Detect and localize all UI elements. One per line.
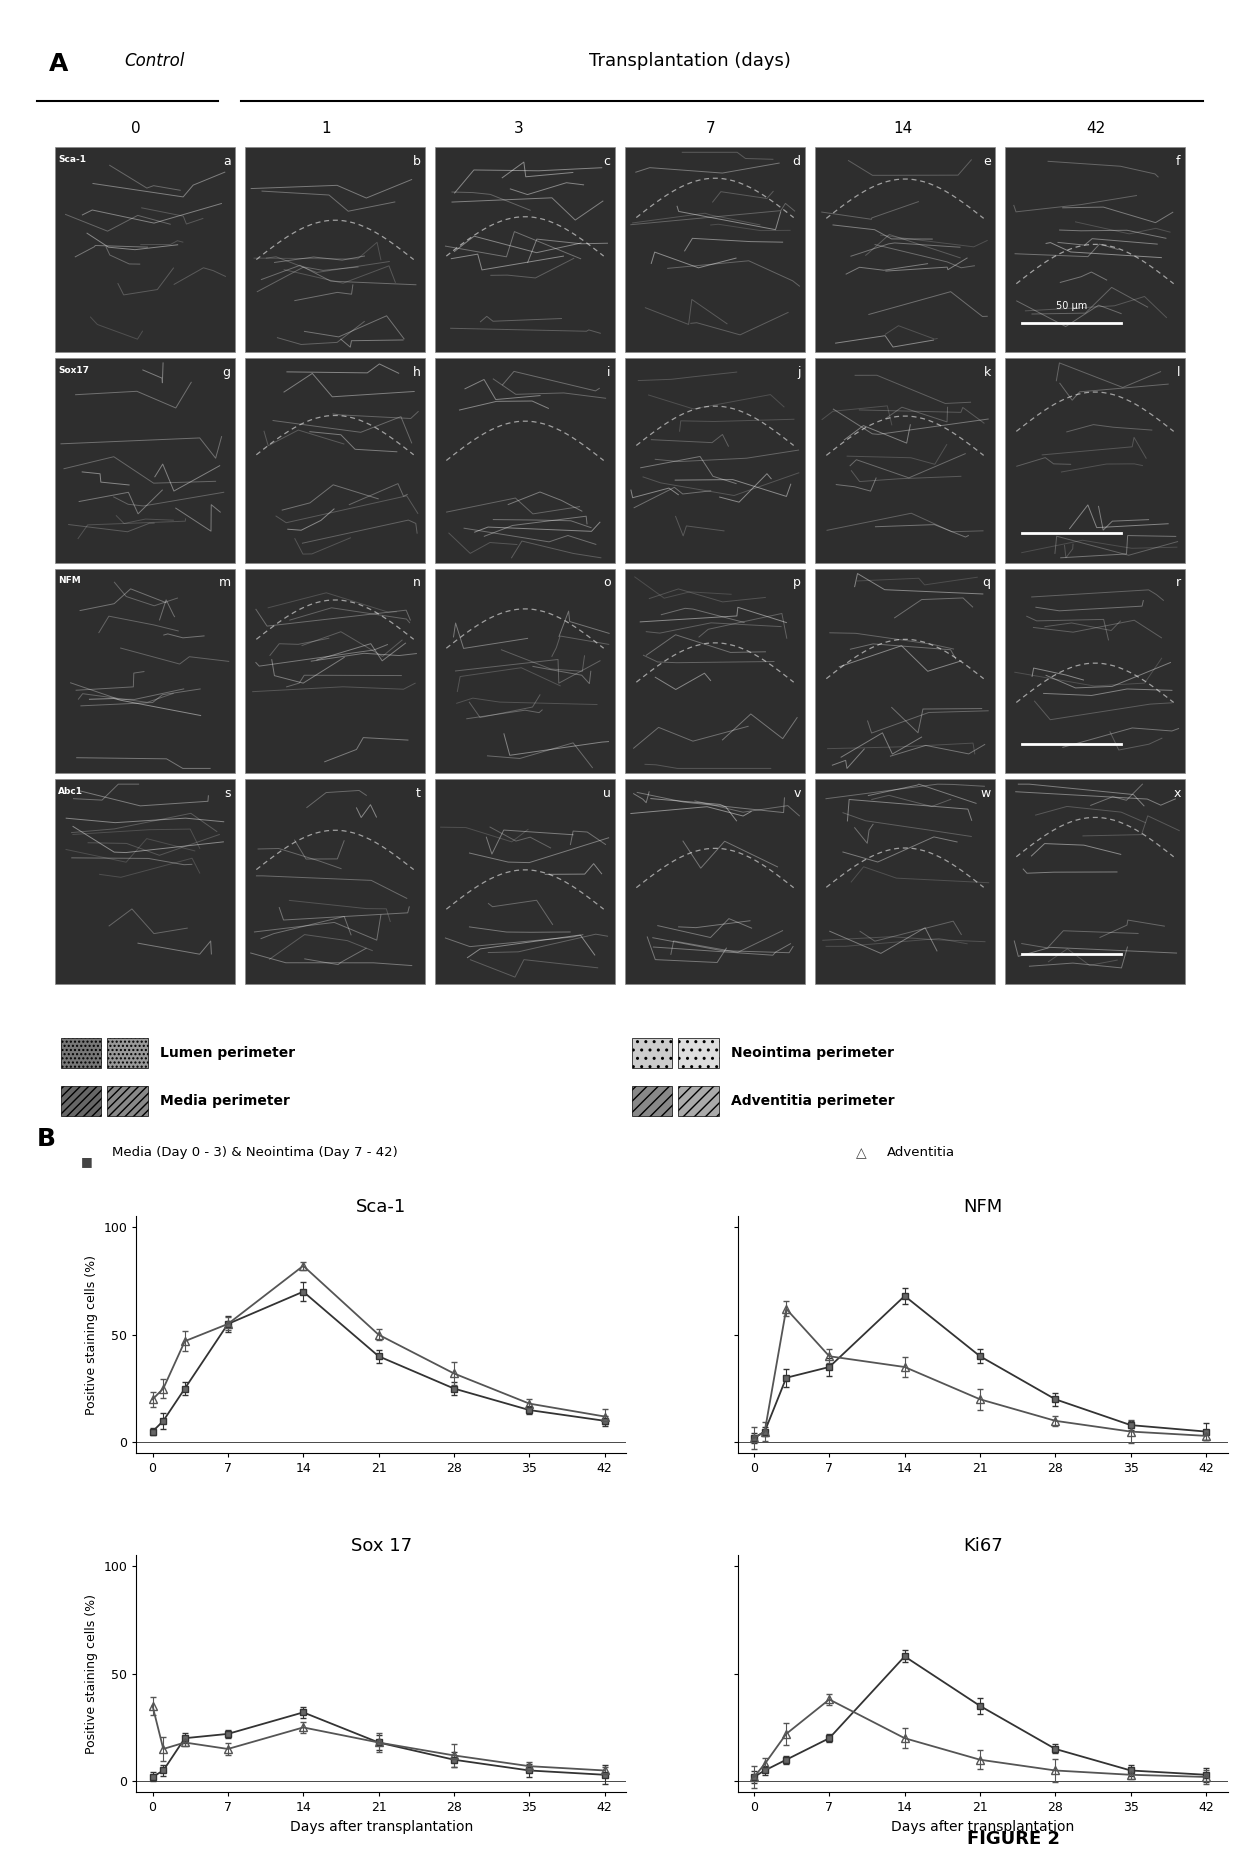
Text: 42: 42 [1086,121,1105,136]
Text: i: i [608,366,610,379]
Text: B: B [37,1127,56,1151]
Bar [61,1038,102,1068]
Bar [55,147,236,353]
Text: FIGURE 2: FIGURE 2 [967,1829,1060,1848]
Bar [435,147,615,353]
Text: m: m [218,576,231,589]
Text: Adventitia perimeter: Adventitia perimeter [730,1094,894,1109]
Text: 7: 7 [706,121,715,136]
Bar [435,568,615,773]
Text: r: r [1176,576,1180,589]
Text: NFM: NFM [58,576,81,585]
Y-axis label: Positive staining cells (%): Positive staining cells (%) [86,1255,98,1415]
Bar [244,147,425,353]
Text: l: l [1177,366,1180,379]
Text: Media perimeter: Media perimeter [160,1094,289,1109]
Bar [435,358,615,563]
Bar [625,568,805,773]
Text: 50 μm: 50 μm [1056,301,1087,310]
Bar [107,1038,148,1068]
Text: p: p [792,576,801,589]
Text: ■: ■ [81,1155,92,1168]
Text: Media (Day 0 - 3) & Neointima (Day 7 - 42): Media (Day 0 - 3) & Neointima (Day 7 - 4… [112,1146,397,1159]
Text: Sox17: Sox17 [58,366,89,375]
Bar [1004,780,1185,984]
Text: 14: 14 [894,121,913,136]
Bar [631,1086,672,1116]
Bar [815,780,996,984]
Bar [1004,147,1185,353]
Text: u: u [603,787,610,800]
Text: 3: 3 [513,121,523,136]
Text: A: A [48,52,68,76]
Title: Ki67: Ki67 [962,1538,1003,1554]
X-axis label: Days after transplantation: Days after transplantation [892,1820,1074,1833]
Bar [1004,568,1185,773]
Bar [55,780,236,984]
Text: h: h [413,366,420,379]
Bar [107,1086,148,1116]
Text: Lumen perimeter: Lumen perimeter [160,1045,295,1060]
Bar [815,147,996,353]
Bar [244,358,425,563]
Text: 1: 1 [321,121,331,136]
Bar [815,568,996,773]
Bar [678,1086,719,1116]
Text: Abc1: Abc1 [58,787,83,797]
Bar [435,780,615,984]
Text: Control: Control [124,52,185,71]
Text: j: j [797,366,801,379]
Bar [55,568,236,773]
Text: w: w [981,787,991,800]
Text: d: d [792,156,801,169]
Bar [678,1038,719,1068]
Text: △: △ [856,1146,867,1161]
Bar [631,1038,672,1068]
Text: c: c [604,156,610,169]
Text: a: a [223,156,231,169]
Title: NFM: NFM [963,1198,1002,1216]
Bar [244,780,425,984]
Bar [244,568,425,773]
Text: g: g [223,366,231,379]
Text: k: k [983,366,991,379]
Bar [55,358,236,563]
Text: Sca-1: Sca-1 [58,156,87,163]
Text: b: b [413,156,420,169]
Y-axis label: Positive staining cells (%): Positive staining cells (%) [86,1593,98,1753]
Text: t: t [415,787,420,800]
Text: o: o [603,576,610,589]
Bar [625,147,805,353]
Text: 0: 0 [131,121,141,136]
Bar [625,780,805,984]
Text: x: x [1173,787,1180,800]
Title: Sca-1: Sca-1 [356,1198,407,1216]
Text: Transplantation (days): Transplantation (days) [589,52,791,71]
Text: e: e [983,156,991,169]
Text: Adventitia: Adventitia [887,1146,955,1159]
Text: v: v [794,787,801,800]
Bar [1004,358,1185,563]
Text: s: s [224,787,231,800]
Text: n: n [413,576,420,589]
Bar [61,1086,102,1116]
Text: q: q [982,576,991,589]
Text: Neointima perimeter: Neointima perimeter [730,1045,894,1060]
Text: f: f [1177,156,1180,169]
Title: Sox 17: Sox 17 [351,1538,412,1554]
Bar [815,358,996,563]
Bar [625,358,805,563]
X-axis label: Days after transplantation: Days after transplantation [290,1820,472,1833]
